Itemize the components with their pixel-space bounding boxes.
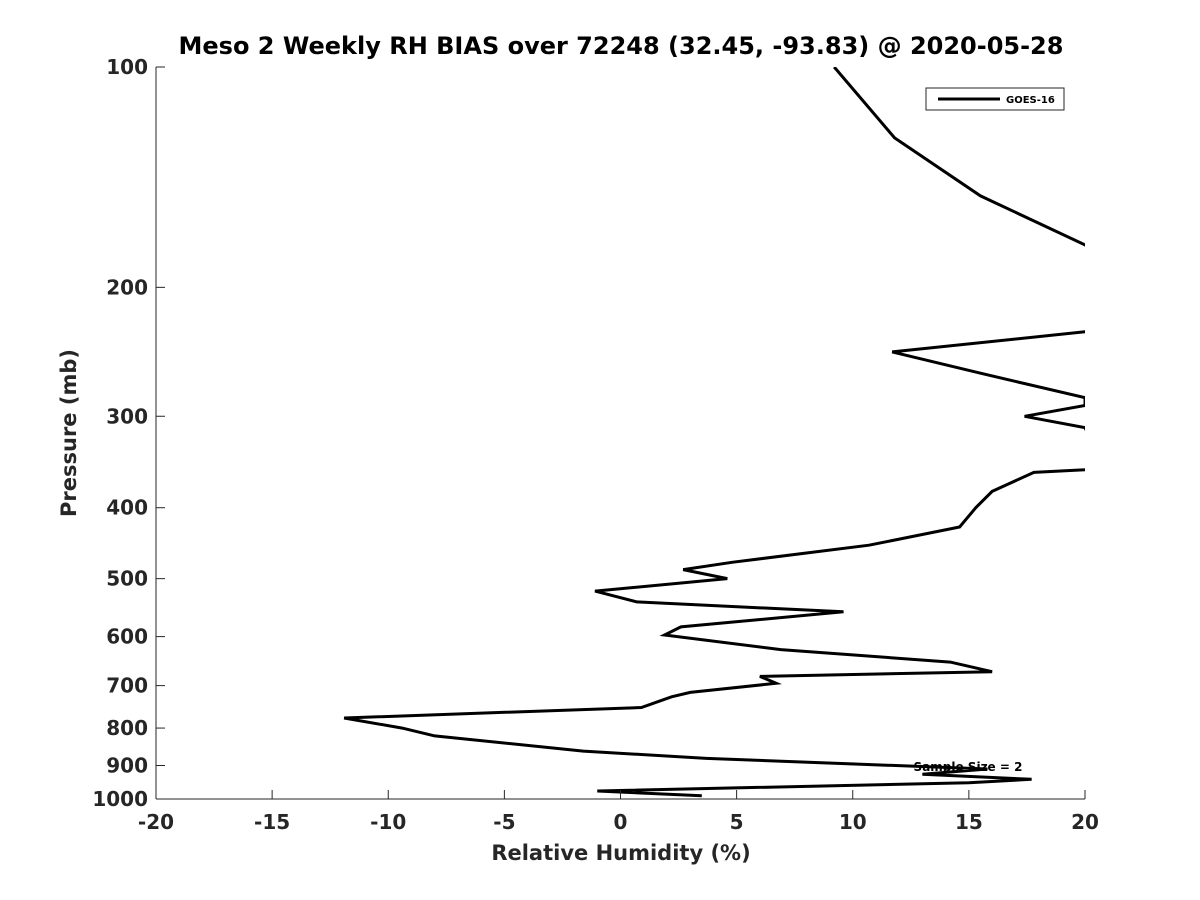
y-axis-label: Pressure (mb) [57,349,81,517]
x-tick-label: 15 [955,810,983,834]
y-tick-label: 200 [106,275,148,299]
chart-title: Meso 2 Weekly RH BIAS over 72248 (32.45,… [179,32,1064,60]
x-tick-label: -15 [254,810,290,834]
y-tick-label: 1000 [92,787,148,811]
y-axis-ticks: 100 200 300 400 500 600 700 800 900 1000 [92,55,165,811]
x-tick-label: 5 [730,810,744,834]
y-tick-label: 100 [106,55,148,79]
x-tick-label: 0 [614,810,628,834]
y-tick-label: 300 [106,404,148,428]
legend-label-goes-16: GOES-16 [1006,95,1055,106]
y-tick-label: 600 [106,625,148,649]
y-tick-label: 500 [106,567,148,591]
x-tick-label: 10 [839,810,867,834]
x-axis-ticks: -20 -15 -10 -5 0 5 10 15 20 [138,790,1099,834]
y-tick-label: 800 [106,716,148,740]
x-axis-label: Relative Humidity (%) [491,841,750,865]
x-tick-label: -20 [138,810,174,834]
y-tick-label: 900 [106,754,148,778]
x-tick-label: -10 [370,810,406,834]
y-tick-label: 400 [106,496,148,520]
y-tick-label: 700 [106,674,148,698]
series-line-goes-16 [343,67,1085,798]
sample-size-annotation: Sample Size = 2 [914,760,1023,774]
x-tick-label: 20 [1071,810,1099,834]
x-tick-label: -5 [493,810,515,834]
legend: GOES-16 [925,87,1065,111]
